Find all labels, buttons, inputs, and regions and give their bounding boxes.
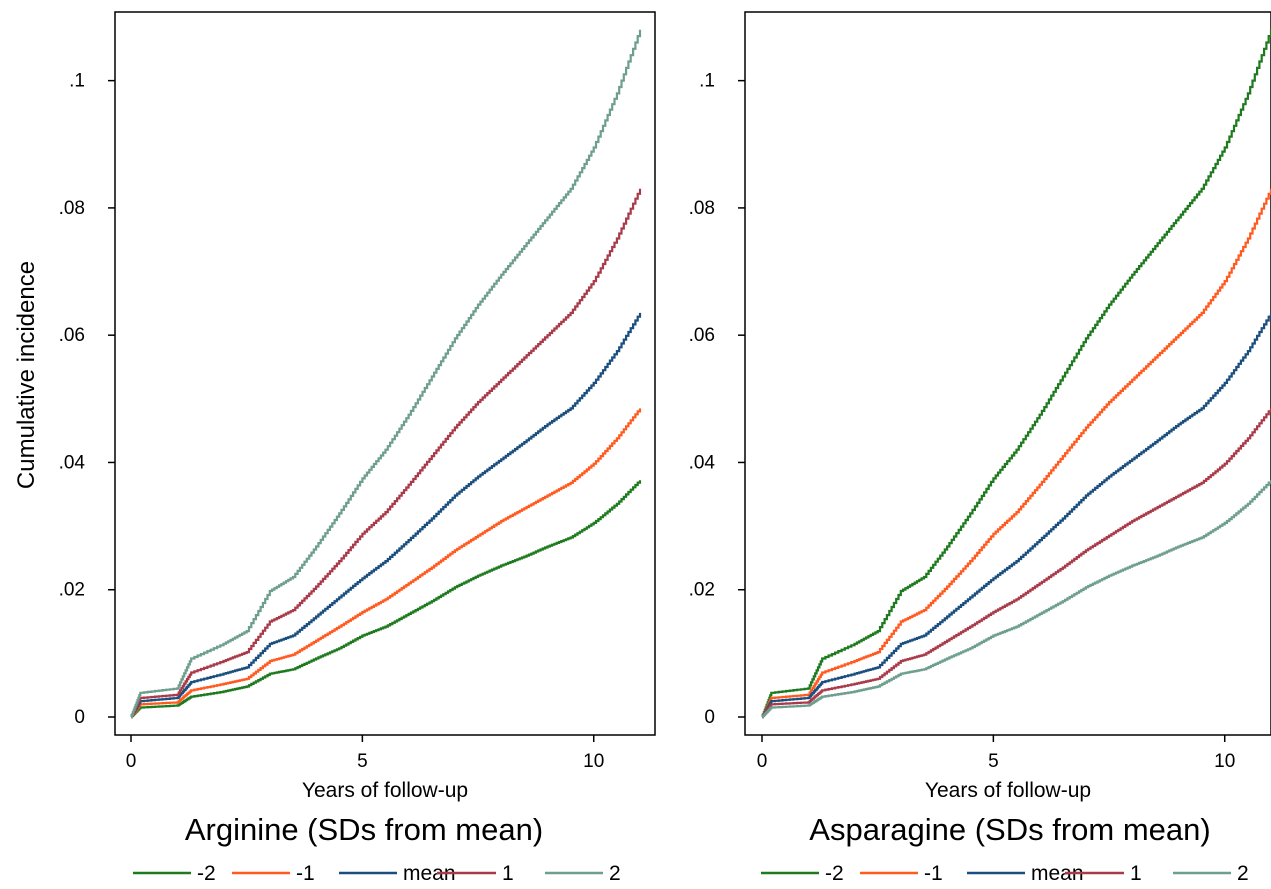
y-tick-label: .08 [59, 198, 85, 219]
chart-panel-1: 0 .02 .04 .06 .08 .1 0 5 10 Years of follow-up Arg… [59, 11, 656, 885]
chart-title: Asparagine (SDs from mean) [809, 812, 1210, 847]
y-tick-label: .04 [689, 452, 716, 473]
legend-label: mean [403, 862, 456, 885]
x-axis-title: Years of follow-up [925, 779, 1091, 802]
y-tick-label: .1 [699, 71, 715, 92]
legend-label: mean [1031, 862, 1084, 885]
series-line-1 [761, 408, 1271, 719]
y-tick-label: .06 [689, 325, 715, 346]
series-line-mean [761, 312, 1271, 719]
legend-label: -2 [197, 862, 216, 885]
legend-label: 2 [1237, 862, 1249, 885]
legend-label: 2 [609, 862, 621, 885]
legend: -2 -1 mean 1 2 [133, 862, 621, 885]
series-line--1 [761, 188, 1271, 719]
y-tick-label: .08 [689, 198, 715, 219]
y-tick-label: .02 [689, 580, 715, 601]
plot-frame [744, 11, 1271, 736]
y-tick-label: .06 [59, 325, 85, 346]
series-line--2 [130, 480, 642, 719]
legend-label: -1 [924, 862, 943, 885]
y-tick-label: 0 [704, 707, 715, 728]
legend-label: 1 [1130, 862, 1142, 885]
legend: -2 -1 mean 1 2 [761, 862, 1249, 885]
x-axis-title: Years of follow-up [302, 779, 468, 802]
x-tick-label: 0 [757, 751, 768, 772]
legend-label: -1 [296, 862, 315, 885]
series-line-1 [130, 188, 642, 719]
y-tick-label: 0 [74, 707, 85, 728]
x-tick-label: 5 [357, 751, 368, 772]
chart-title: Arginine (SDs from mean) [185, 812, 543, 847]
x-tick-label: 0 [126, 751, 137, 772]
y-tick-label: .04 [59, 452, 86, 473]
x-tick-label: 5 [988, 751, 999, 772]
series-line--1 [130, 408, 642, 719]
x-tick-label: 10 [583, 751, 604, 772]
series-line-mean [130, 312, 642, 719]
legend-label: 1 [502, 862, 514, 885]
x-tick-label: 10 [1214, 751, 1235, 772]
plot-frame [114, 11, 656, 736]
chart-panel-2: 0 .02 .04 .06 .08 .1 0 5 10 Years of follow-up Asp… [689, 11, 1271, 885]
series-line--2 [761, 29, 1271, 719]
series-line-2 [130, 29, 642, 719]
series-line-2 [761, 480, 1271, 719]
y-tick-label: .1 [69, 71, 85, 92]
y-tick-label: .02 [59, 580, 85, 601]
y-axis-title: Cumulative incidence [13, 261, 40, 489]
legend-label: -2 [825, 862, 844, 885]
